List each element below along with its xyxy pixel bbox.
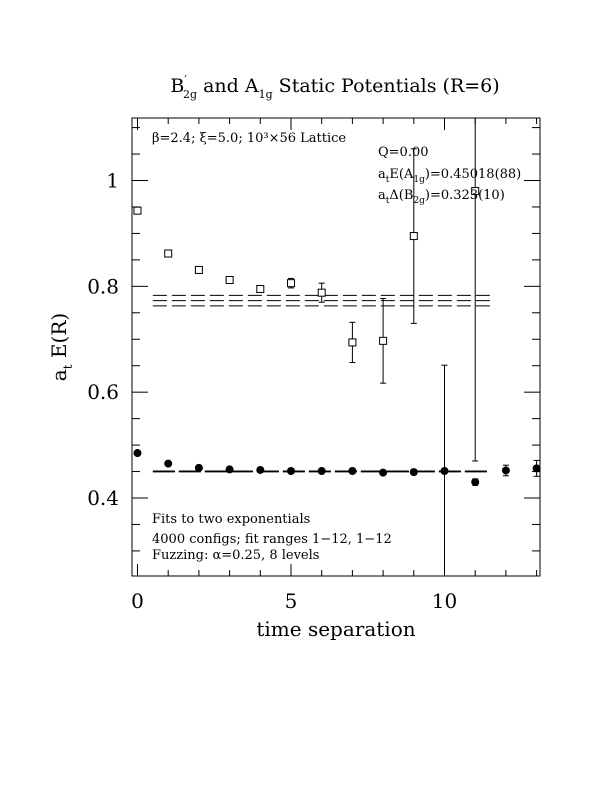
fuzzing-annotation: Fuzzing: α=0.25, 8 levels (152, 548, 319, 563)
a1g-point (133, 449, 142, 458)
x-tick-label: 10 (432, 589, 457, 613)
a1g-point (409, 468, 418, 477)
a1g-point (471, 478, 480, 487)
b2g-point (133, 206, 142, 215)
a1g-point (440, 467, 449, 476)
b2g-point (379, 336, 388, 345)
a1g-point (256, 465, 265, 474)
axis-tick-labels: 0 5 10 0.4 0.6 0.8 1 (87, 169, 457, 614)
y-tick-label: 0.8 (87, 274, 119, 298)
b2g-point (194, 265, 203, 274)
q-annotation: Q=0.00 (378, 145, 429, 160)
y-tick-label: 1 (106, 169, 119, 193)
axis-ticks (132, 118, 540, 576)
a1g-point (287, 467, 295, 476)
b2g-point (348, 338, 357, 347)
a1g-point (194, 463, 203, 472)
x-axis-label: time separation (256, 617, 415, 641)
b2g-point (164, 249, 173, 258)
a1g-point (501, 466, 510, 475)
b2g-point (471, 187, 480, 196)
b2g-point (409, 232, 418, 241)
a1g-point (348, 467, 357, 476)
a1g-fit-annotation: atE(A1g)=0.45018(88) (378, 167, 521, 185)
b2g-point (256, 284, 265, 293)
x-tick-label: 5 (285, 589, 298, 613)
a1g-point (164, 459, 173, 468)
a1g-point (379, 468, 388, 477)
chart-title: B′ 2g and A1g Static Potentials (R=6) (170, 73, 499, 101)
x-tick-label: 0 (131, 589, 144, 613)
b2g-point (287, 279, 295, 288)
y-tick-label: 0.4 (87, 486, 119, 510)
a1g-point (317, 467, 326, 476)
b2g-point (317, 288, 326, 297)
y-axis-label: at E(R) (47, 313, 75, 381)
b2g-point (225, 275, 234, 284)
fits-annotation: Fits to two exponentials (152, 512, 310, 527)
plot-frame (131, 117, 541, 577)
a1g-point (225, 465, 234, 474)
a1g-point (532, 464, 541, 473)
y-tick-label: 0.6 (87, 380, 119, 404)
data-points (133, 118, 541, 576)
b2g-fit-annotation: atΔ(B2g)=0.323(10) (378, 188, 505, 206)
lattice-annotation: β=2.4; ξ=5.0; 10³×56 Lattice (152, 131, 346, 146)
configs-annotation: 4000 configs; fit ranges 1−12, 1−12 (152, 532, 392, 547)
fit-lines (152, 294, 491, 473)
